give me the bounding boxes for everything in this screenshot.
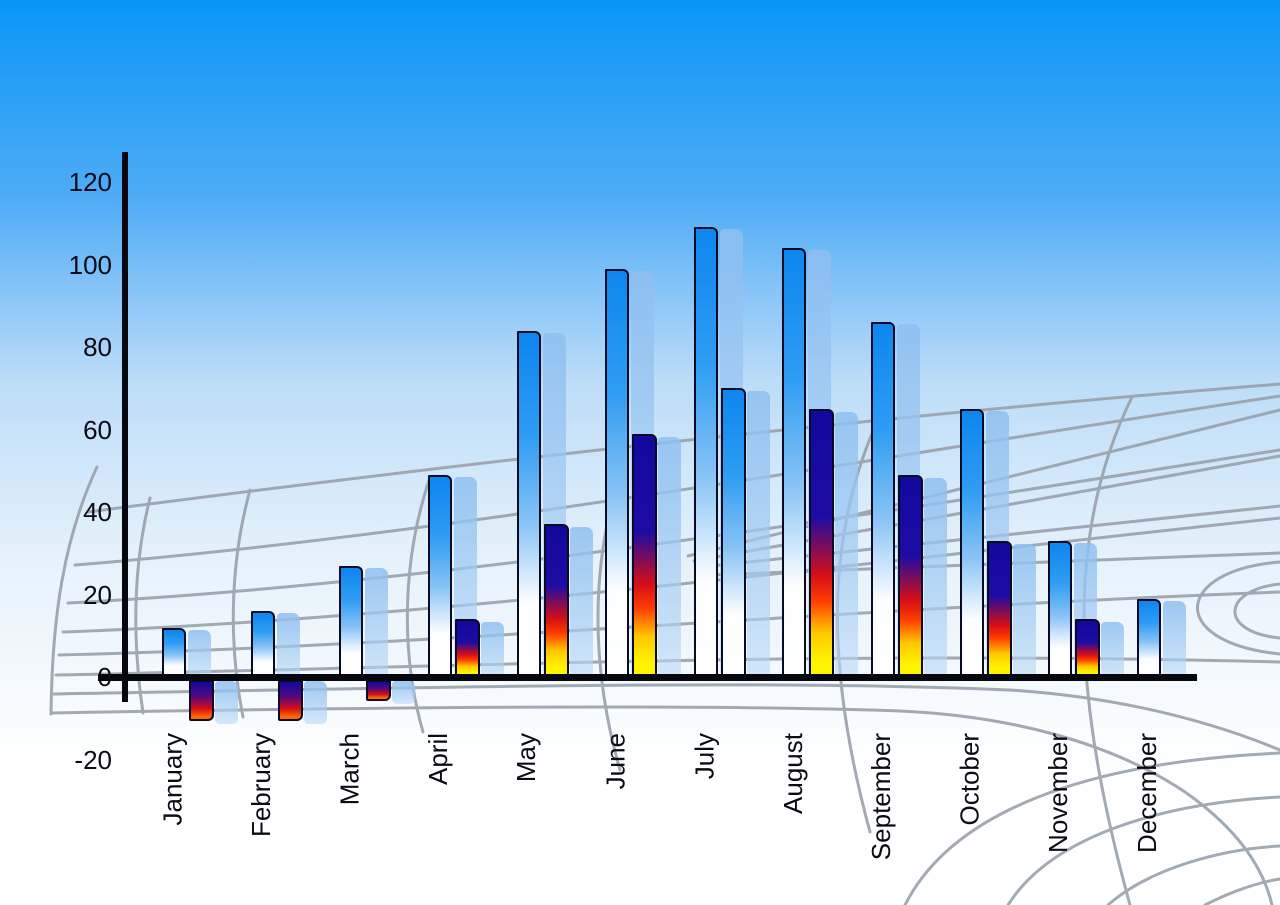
bar-october-series1 xyxy=(959,408,984,677)
bar-april-series1 xyxy=(427,474,452,677)
month-label-february: February xyxy=(245,733,276,838)
bar-shadow-march-series2 xyxy=(392,681,416,704)
x-axis-line xyxy=(98,674,1197,681)
bar-february-series1 xyxy=(250,611,275,677)
y-tick-label-100: 100 xyxy=(68,249,112,280)
month-label-july: July xyxy=(688,733,719,780)
month-label-august: August xyxy=(777,733,808,814)
bar-shadow-january-series2 xyxy=(215,681,238,725)
month-label-june: June xyxy=(600,733,631,790)
bar-november-series2 xyxy=(1075,619,1101,677)
bar-may-series1 xyxy=(516,330,541,677)
bar-shadow-april-series2 xyxy=(480,622,504,677)
bar-july-series2 xyxy=(720,388,746,677)
bar-may-series2 xyxy=(543,524,569,677)
month-label-march: March xyxy=(334,733,365,806)
bar-shadow-july-series2 xyxy=(746,391,770,677)
bar-shadow-december-series1 xyxy=(1163,600,1187,677)
month-label-may: May xyxy=(511,733,542,783)
bar-january-series1 xyxy=(162,627,186,677)
bar-february-series2 xyxy=(277,680,303,722)
bar-august-series1 xyxy=(782,248,807,677)
bar-december-series1 xyxy=(1137,598,1162,677)
y-tick-label-20: 20 xyxy=(83,579,112,610)
bar-november-series1 xyxy=(1048,540,1073,677)
bar-shadow-october-series2 xyxy=(1012,543,1036,677)
y-tick-label-60: 60 xyxy=(83,414,112,445)
month-label-december: December xyxy=(1132,733,1163,853)
bar-august-series2 xyxy=(809,408,835,677)
month-label-january: January xyxy=(157,733,187,826)
bar-july-series1 xyxy=(693,227,718,677)
bar-shadow-august-series2 xyxy=(835,411,859,677)
y-tick-label--20: -20 xyxy=(74,744,112,775)
bar-january-series2 xyxy=(189,680,214,722)
bar-march-series2 xyxy=(366,680,392,701)
bar-march-series1 xyxy=(339,565,364,677)
bar-shadow-november-series2 xyxy=(1101,622,1125,677)
bar-october-series2 xyxy=(986,540,1012,677)
bar-shadow-september-series2 xyxy=(924,477,948,677)
bar-shadow-june-series2 xyxy=(658,436,682,677)
y-tick-label-0: 0 xyxy=(97,662,112,692)
y-tick-label-40: 40 xyxy=(83,497,112,527)
month-label-november: November xyxy=(1043,733,1074,853)
bar-shadow-february-series1 xyxy=(276,613,300,677)
bar-september-series2 xyxy=(898,474,924,677)
bar-shadow-may-series2 xyxy=(569,527,593,677)
y-tick-label-80: 80 xyxy=(83,332,112,362)
bar-shadow-february-series2 xyxy=(303,681,327,725)
bar-april-series2 xyxy=(454,619,480,677)
bar-shadow-january-series1 xyxy=(188,629,211,677)
month-label-april: April xyxy=(422,733,453,786)
month-label-september: September xyxy=(866,733,897,861)
bar-shadow-march-series1 xyxy=(365,567,389,677)
y-axis-line xyxy=(122,152,128,702)
bar-september-series1 xyxy=(871,322,896,677)
bar-june-series2 xyxy=(632,433,658,677)
y-tick-label-120: 120 xyxy=(68,167,112,197)
month-label-october: October xyxy=(954,733,985,826)
bar-june-series1 xyxy=(605,268,630,677)
